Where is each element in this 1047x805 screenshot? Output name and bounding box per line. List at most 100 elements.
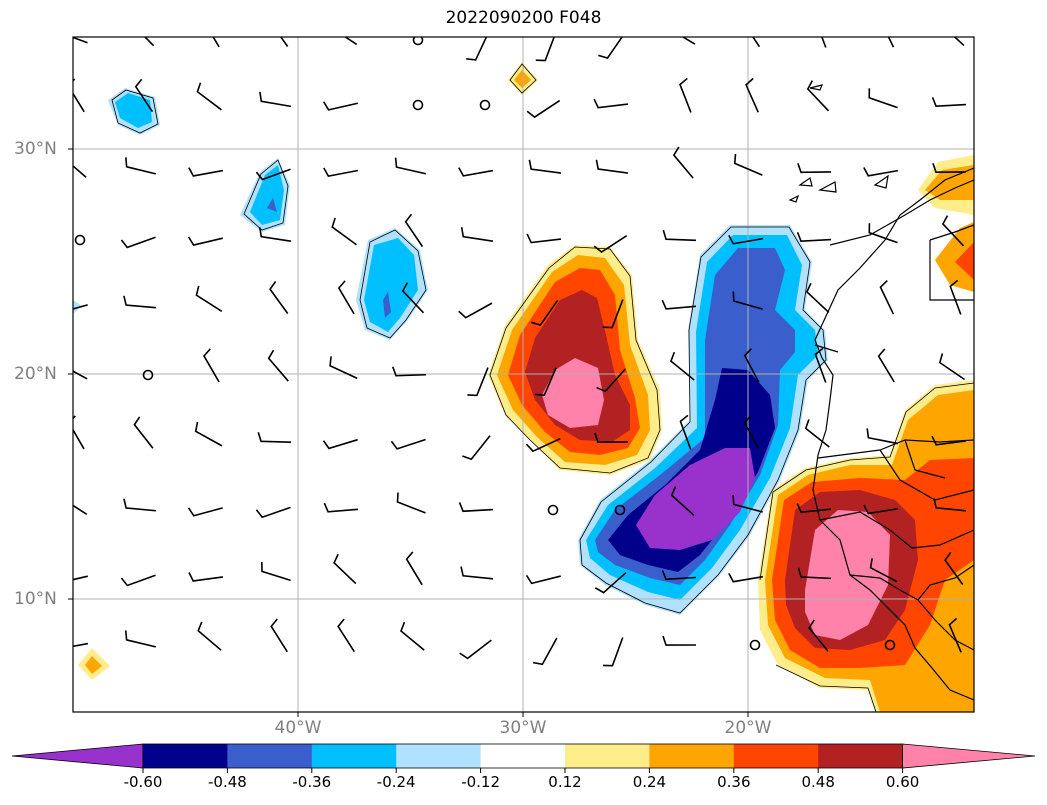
calm-wind-marker — [749, 639, 761, 651]
wind-barb — [670, 351, 695, 381]
map-title: 2022090200 F048 — [445, 8, 602, 28]
wind-barb — [869, 558, 898, 583]
wind-barb — [203, 348, 220, 383]
wind-barb — [187, 236, 223, 246]
colorbar-extend-low — [11, 743, 144, 769]
wind-barb — [806, 80, 830, 112]
wind-barb — [598, 37, 624, 60]
colorbar-frame — [142, 743, 903, 769]
lon-label-40w: 40°W — [274, 718, 322, 738]
wind-barb — [948, 617, 962, 653]
coastline — [788, 84, 974, 701]
calm-wind-marker — [142, 369, 154, 381]
wind-barb — [953, 37, 965, 47]
colorbar-segment — [396, 744, 482, 768]
wind-barb — [404, 213, 424, 248]
wind-barb — [681, 37, 696, 45]
wind-barb — [258, 227, 292, 243]
colorbar-tick-label: -0.36 — [292, 773, 332, 791]
wind-barb — [525, 574, 561, 585]
wind-barb — [329, 356, 358, 380]
wind-barb — [938, 353, 966, 381]
wind-barb — [526, 99, 561, 119]
wind-barb — [331, 217, 357, 246]
wind-barb — [949, 279, 962, 315]
wind-barb — [525, 437, 561, 453]
wind-barb — [941, 215, 965, 247]
wind-barb — [797, 567, 832, 580]
wind-barb — [602, 637, 624, 667]
wind-barb — [261, 561, 291, 582]
wind-barb — [534, 367, 557, 397]
wind-barb — [932, 162, 967, 173]
lon-label-20w: 20°W — [724, 718, 772, 738]
wind-barb — [804, 419, 830, 448]
wind-barb — [73, 504, 88, 516]
colorbar-tick-label: -0.24 — [376, 773, 416, 791]
wind-barb — [337, 280, 355, 315]
wind-barb — [405, 551, 423, 586]
calm-wind-marker — [74, 234, 86, 246]
colorbar-tick-label: 0.48 — [801, 773, 835, 791]
wind-barb — [602, 299, 624, 329]
gridlines — [73, 37, 974, 712]
wind-barb — [391, 366, 427, 377]
lat-label-10n: 10°N — [14, 589, 57, 609]
wind-barb — [596, 368, 626, 393]
wind-barb — [679, 77, 692, 113]
wind-barb — [732, 291, 763, 310]
lon-label-30w: 30°W — [499, 718, 547, 738]
wind-barb — [661, 570, 697, 581]
wind-barb — [743, 415, 760, 450]
colorbar-tick-label: 0.36 — [717, 773, 751, 791]
wind-barb — [194, 421, 223, 447]
colorbar-tick-label: -0.48 — [207, 773, 247, 791]
colorbar-tick-label: 0.12 — [548, 773, 582, 791]
wind-barb — [595, 159, 629, 174]
wind-barb — [187, 507, 223, 517]
wind-barb — [125, 157, 156, 175]
wind-barb — [188, 167, 224, 177]
wind-barb — [73, 37, 88, 44]
wind-barb — [73, 642, 89, 648]
wind-barb — [73, 415, 85, 450]
wind-barb — [196, 82, 222, 111]
wind-barb — [279, 37, 289, 47]
colorbar-segment — [818, 744, 904, 768]
wind-barb — [728, 572, 764, 583]
calm-wind-marker — [614, 504, 626, 516]
small-anomaly-patches — [73, 62, 538, 680]
wind-barb — [133, 416, 154, 449]
calm-wind-marker — [412, 99, 424, 111]
wind-barb — [594, 572, 627, 594]
wind-barb — [394, 157, 426, 175]
positive-anomaly-central — [488, 245, 662, 475]
wind-barb — [269, 281, 289, 314]
wind-barb — [333, 553, 357, 585]
colorbar-extend-high — [902, 743, 1036, 769]
wind-barb — [879, 279, 895, 315]
wind-barb — [531, 299, 559, 326]
wind-barb — [679, 414, 692, 450]
wind-barb — [796, 503, 832, 513]
wind-barb — [944, 551, 964, 585]
colorbar-segment — [311, 744, 397, 768]
colorbar — [11, 743, 1036, 773]
wind-barb — [143, 37, 155, 47]
wind-barb — [662, 635, 697, 646]
colorbar-segment — [733, 744, 819, 768]
wind-barb — [808, 619, 829, 652]
wind-barb — [322, 101, 358, 111]
wind-barb — [123, 295, 157, 309]
wind-barb — [390, 438, 426, 450]
calm-wind-marker — [884, 639, 896, 651]
wind-barb — [670, 486, 695, 516]
wind-barb — [120, 574, 156, 587]
wind-barb — [73, 78, 85, 113]
wind-barb — [462, 435, 491, 461]
wind-barb — [458, 302, 493, 319]
colorbar-tick-label: -0.12 — [461, 773, 500, 791]
wind-barb — [752, 37, 761, 48]
wind-barb — [270, 618, 288, 653]
wind-barb — [661, 299, 697, 310]
